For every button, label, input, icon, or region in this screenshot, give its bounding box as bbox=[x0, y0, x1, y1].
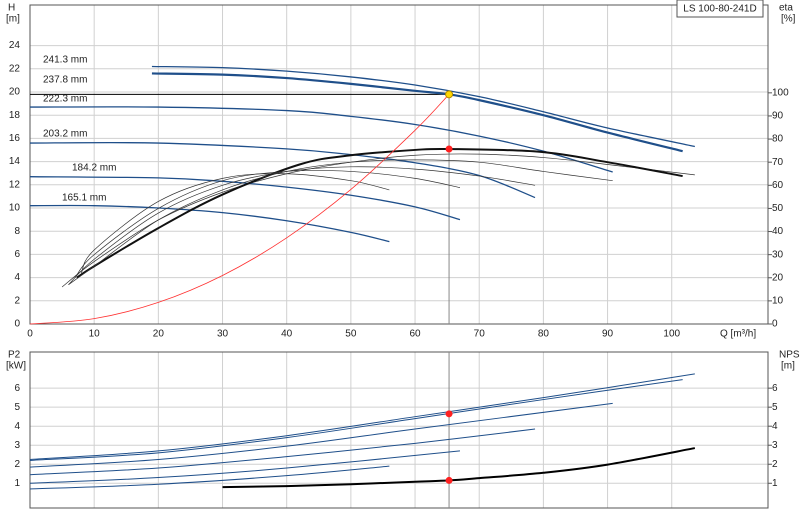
x-tick-label: 100 bbox=[663, 329, 680, 340]
y-tick-label: 24 bbox=[9, 40, 21, 51]
y-tick-label: 5 bbox=[14, 402, 20, 413]
y-tick-label: 4 bbox=[14, 272, 20, 283]
y2-axis-label: NPSH bbox=[779, 350, 800, 361]
x-tick-label: 70 bbox=[474, 329, 486, 340]
y2-tick-label: 2 bbox=[772, 459, 778, 470]
curve bbox=[29, 204, 390, 243]
y2-tick-label: 3 bbox=[772, 440, 778, 451]
operating-point bbox=[445, 145, 453, 153]
curve bbox=[29, 428, 536, 476]
curve bbox=[29, 373, 695, 460]
y-tick-label: 3 bbox=[14, 440, 20, 451]
curve bbox=[76, 147, 683, 279]
y2-axis-unit: [m] bbox=[781, 361, 795, 372]
plot-frame bbox=[29, 351, 769, 509]
curve-label: 237.8 mm bbox=[43, 75, 87, 86]
y2-tick-label: 60 bbox=[772, 180, 784, 191]
curve bbox=[29, 465, 390, 490]
y2-tick-label: 30 bbox=[772, 249, 784, 260]
y-tick-label: 0 bbox=[14, 319, 20, 330]
y-tick-label: 16 bbox=[9, 133, 21, 144]
curve bbox=[29, 379, 683, 461]
curve-label: 241.3 mm bbox=[43, 55, 87, 66]
y2-tick-label: 5 bbox=[772, 402, 778, 413]
x-axis-label: Q [m³/h] bbox=[720, 329, 756, 340]
curve-label: 203.2 mm bbox=[43, 129, 87, 140]
curve bbox=[29, 176, 461, 221]
y2-tick-label: 50 bbox=[772, 203, 784, 214]
y2-tick-label: 10 bbox=[772, 296, 784, 307]
y-tick-label: 18 bbox=[9, 110, 21, 121]
y2-tick-label: 0 bbox=[772, 319, 778, 330]
y2-tick-label: 6 bbox=[772, 383, 778, 394]
operating-point bbox=[445, 476, 453, 484]
operating-point bbox=[445, 410, 453, 418]
curve-label: 222.3 mm bbox=[43, 94, 87, 105]
y-tick-label: 6 bbox=[14, 383, 20, 394]
y-tick-label: 22 bbox=[9, 63, 21, 74]
x-tick-label: 20 bbox=[153, 329, 165, 340]
x-tick-label: 0 bbox=[27, 329, 33, 340]
curve-label: 165.1 mm bbox=[62, 193, 106, 204]
y-tick-label: 14 bbox=[9, 156, 21, 167]
plot-area bbox=[30, 5, 768, 324]
y-tick-label: 8 bbox=[14, 226, 20, 237]
y-tick-label: 20 bbox=[9, 87, 21, 98]
chart-title: LS 100-80-241D bbox=[683, 4, 756, 15]
x-tick-label: 10 bbox=[89, 329, 101, 340]
y2-tick-label: 1 bbox=[772, 478, 778, 489]
y-tick-label: 4 bbox=[14, 421, 20, 432]
y2-tick-label: 90 bbox=[772, 111, 784, 122]
y2-tick-label: 40 bbox=[772, 226, 784, 237]
curve-label: 184.2 mm bbox=[72, 163, 116, 174]
y-axis-label: P2 bbox=[8, 350, 21, 361]
curve bbox=[151, 72, 683, 153]
x-tick-label: 30 bbox=[217, 329, 229, 340]
y2-tick-label: 20 bbox=[772, 272, 784, 283]
x-tick-label: 40 bbox=[281, 329, 293, 340]
y2-tick-label: 4 bbox=[772, 421, 778, 432]
x-tick-label: 50 bbox=[345, 329, 357, 340]
curve bbox=[29, 450, 461, 484]
y-tick-label: 1 bbox=[14, 478, 20, 489]
curve bbox=[29, 94, 450, 325]
y-tick-label: 2 bbox=[14, 295, 20, 306]
y2-axis-label: eta bbox=[779, 3, 793, 14]
title-box bbox=[676, 0, 764, 18]
y-axis-unit: [m] bbox=[6, 14, 20, 25]
curve bbox=[151, 65, 695, 148]
plot-frame bbox=[29, 4, 769, 325]
y-axis-label: H bbox=[8, 3, 15, 14]
y-tick-label: 2 bbox=[14, 459, 20, 470]
operating-point bbox=[445, 90, 454, 99]
x-tick-label: 80 bbox=[538, 329, 550, 340]
y-tick-label: 6 bbox=[14, 249, 20, 260]
curve bbox=[29, 402, 613, 468]
y2-tick-label: 70 bbox=[772, 157, 784, 168]
y-tick-label: 10 bbox=[9, 203, 21, 214]
curve bbox=[29, 141, 536, 199]
x-tick-label: 90 bbox=[602, 329, 614, 340]
y2-axis-unit: [%] bbox=[781, 14, 796, 25]
curve bbox=[68, 159, 613, 285]
y2-tick-label: 100 bbox=[772, 87, 789, 98]
curve bbox=[29, 106, 613, 173]
y-axis-unit: [kW] bbox=[6, 361, 26, 372]
y2-tick-label: 80 bbox=[772, 134, 784, 145]
x-tick-label: 60 bbox=[409, 329, 421, 340]
curve bbox=[81, 173, 390, 274]
y-tick-label: 12 bbox=[9, 179, 21, 190]
